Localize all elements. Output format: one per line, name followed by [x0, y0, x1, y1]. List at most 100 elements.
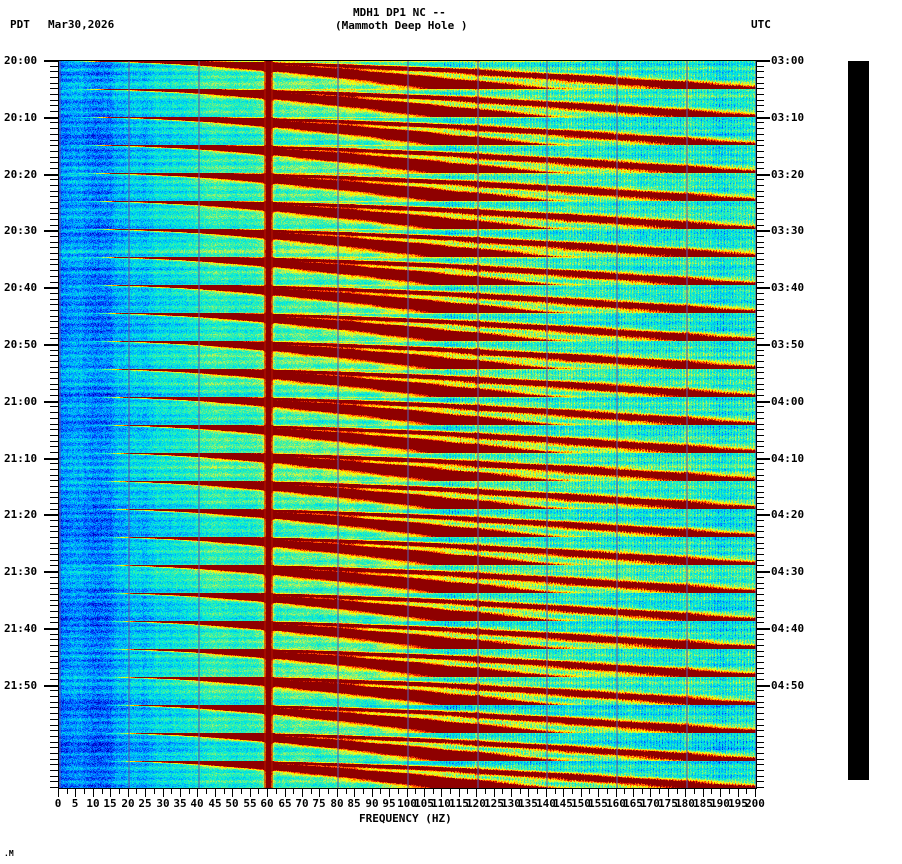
time-tick-minor-pdt [50, 594, 58, 595]
time-tick-minor-pdt [50, 134, 58, 135]
time-tick-major-utc [756, 401, 770, 403]
time-label-utc: 04:40 [771, 622, 805, 635]
time-label-utc: 03:20 [771, 168, 805, 181]
frequency-tick-major [546, 788, 547, 797]
frequency-tick-major [633, 788, 634, 797]
time-tick-minor-pdt [50, 66, 58, 67]
time-tick-minor-utc [756, 503, 764, 504]
time-tick-minor-pdt [50, 446, 58, 447]
frequency-tick-label: 145 [553, 797, 573, 810]
time-tick-minor-utc [756, 304, 764, 305]
frequency-tick-minor [102, 788, 103, 794]
page-title: MDH1 DP1 NC -- [353, 6, 446, 19]
time-tick-minor-pdt [50, 713, 58, 714]
time-tick-minor-pdt [50, 71, 58, 72]
time-tick-major-pdt [44, 117, 58, 119]
time-tick-minor-utc [756, 668, 764, 669]
spectrogram-canvas[interactable] [59, 61, 756, 788]
time-tick-minor-utc [756, 634, 764, 635]
frequency-tick-minor [746, 788, 747, 794]
time-tick-minor-utc [756, 736, 764, 737]
time-tick-minor-pdt [50, 367, 58, 368]
frequency-tick-major [232, 788, 233, 797]
time-label-utc: 03:40 [771, 281, 805, 294]
spectrogram-plot[interactable] [58, 60, 757, 789]
frequency-tick-minor [328, 788, 329, 794]
time-tick-minor-pdt [50, 526, 58, 527]
time-tick-minor-pdt [50, 492, 58, 493]
time-tick-minor-pdt [50, 429, 58, 430]
frequency-tick-label: 190 [710, 797, 730, 810]
time-tick-minor-pdt [50, 179, 58, 180]
time-tick-minor-pdt [50, 219, 58, 220]
time-tick-minor-pdt [50, 781, 58, 782]
frequency-tick-minor [520, 788, 521, 794]
frequency-tick-minor [607, 788, 608, 794]
time-label-utc: 04:10 [771, 452, 805, 465]
frequency-tick-minor [258, 788, 259, 794]
time-tick-minor-utc [756, 71, 764, 72]
time-tick-minor-utc [756, 128, 764, 129]
frequency-tick-major [250, 788, 251, 797]
time-tick-minor-utc [756, 395, 764, 396]
time-tick-major-utc [756, 344, 770, 346]
time-tick-minor-utc [756, 537, 764, 538]
time-tick-minor-utc [756, 554, 764, 555]
frequency-tick-minor [224, 788, 225, 794]
time-tick-major-utc [756, 287, 770, 289]
frequency-tick-label: 90 [365, 797, 379, 810]
frequency-tick-label: 175 [658, 797, 678, 810]
frequency-tick-minor [189, 788, 190, 794]
time-tick-minor-utc [756, 725, 764, 726]
frequency-tick-label: 185 [693, 797, 713, 810]
frequency-tick-minor [276, 788, 277, 794]
time-tick-minor-pdt [50, 560, 58, 561]
time-tick-minor-utc [756, 105, 764, 106]
time-tick-minor-pdt [50, 185, 58, 186]
frequency-tick-minor [154, 788, 155, 794]
time-tick-minor-utc [756, 441, 764, 442]
time-tick-minor-pdt [50, 384, 58, 385]
time-tick-minor-utc [756, 412, 764, 413]
time-tick-minor-pdt [50, 679, 58, 680]
time-tick-minor-pdt [50, 361, 58, 362]
frequency-tick-label: 35 [173, 797, 187, 810]
time-tick-minor-utc [756, 162, 764, 163]
time-tick-minor-pdt [50, 333, 58, 334]
time-tick-minor-utc [756, 94, 764, 95]
time-tick-minor-utc [756, 639, 764, 640]
frequency-tick-label: 160 [606, 797, 626, 810]
time-tick-minor-utc [756, 617, 764, 618]
time-label-pdt: 21:30 [4, 565, 38, 578]
time-label-pdt: 21:50 [4, 679, 38, 692]
time-tick-major-utc [756, 571, 770, 573]
header-timezone-right: UTC [751, 18, 771, 31]
frequency-tick-minor [729, 788, 730, 794]
time-tick-minor-utc [756, 361, 764, 362]
time-tick-major-pdt [44, 514, 58, 516]
time-tick-minor-pdt [50, 372, 58, 373]
time-tick-minor-pdt [50, 310, 58, 311]
time-label-utc: 03:30 [771, 224, 805, 237]
frequency-tick-label: 40 [190, 797, 204, 810]
header-date: Mar30,2026 [48, 18, 115, 31]
time-tick-minor-pdt [50, 225, 58, 226]
frequency-tick-minor [311, 788, 312, 794]
time-tick-minor-pdt [50, 725, 58, 726]
frequency-tick-minor [589, 788, 590, 794]
frequency-tick-major [407, 788, 408, 797]
time-tick-minor-pdt [50, 196, 58, 197]
time-tick-minor-pdt [50, 719, 58, 720]
time-tick-minor-pdt [50, 520, 58, 521]
time-tick-minor-utc [756, 509, 764, 510]
time-tick-major-pdt [44, 60, 58, 62]
time-tick-minor-pdt [50, 355, 58, 356]
time-tick-minor-pdt [50, 293, 58, 294]
time-tick-minor-pdt [50, 202, 58, 203]
time-tick-major-utc [756, 174, 770, 176]
time-tick-minor-pdt [50, 776, 58, 777]
frequency-tick-major [494, 788, 495, 797]
time-tick-major-pdt [44, 458, 58, 460]
frequency-tick-label: 5 [71, 797, 79, 810]
